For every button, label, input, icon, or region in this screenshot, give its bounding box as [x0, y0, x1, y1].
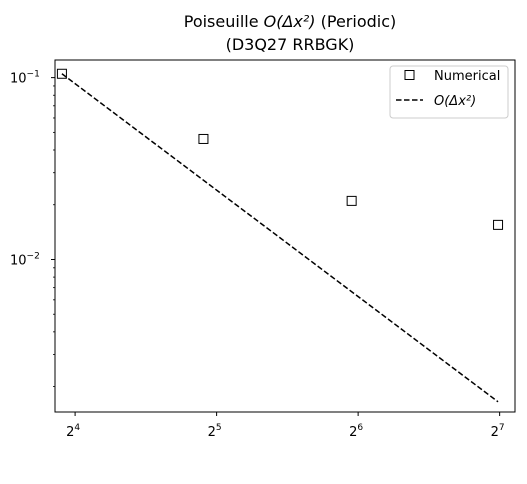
chart-title-line2: (D3Q27 RRBGK) [226, 35, 355, 54]
x-tick-label: 27 [491, 423, 505, 440]
x-tick-label: 26 [349, 423, 363, 440]
reference-line [61, 73, 499, 403]
x-tick-label: 24 [66, 423, 80, 440]
plot-frame [54, 59, 516, 413]
marks-layer [56, 68, 504, 403]
data-point [198, 133, 209, 144]
legend-marker-numerical [404, 70, 415, 80]
chart-title-line1: Poiseuille O(Δx²) (Periodic) [184, 12, 397, 31]
legend-box [389, 65, 509, 119]
legend: Numerical O(Δx²) [389, 65, 509, 119]
ticks-layer: 24 25 26 27 10−1 10−2 [10, 70, 505, 440]
chart-title-math: O(Δx²) [264, 12, 316, 31]
y-tick-label: 10−2 [10, 251, 40, 268]
data-point [493, 219, 504, 230]
legend-label-numerical: Numerical [434, 69, 500, 84]
legend-label-oline: O(Δx²) [434, 94, 476, 109]
chart-title-suffix: (Periodic) [316, 12, 397, 31]
chart-title-main: Poiseuille [184, 12, 264, 31]
data-point [346, 195, 357, 206]
y-tick-label: 10−1 [10, 70, 40, 87]
x-tick-label: 25 [208, 423, 222, 440]
